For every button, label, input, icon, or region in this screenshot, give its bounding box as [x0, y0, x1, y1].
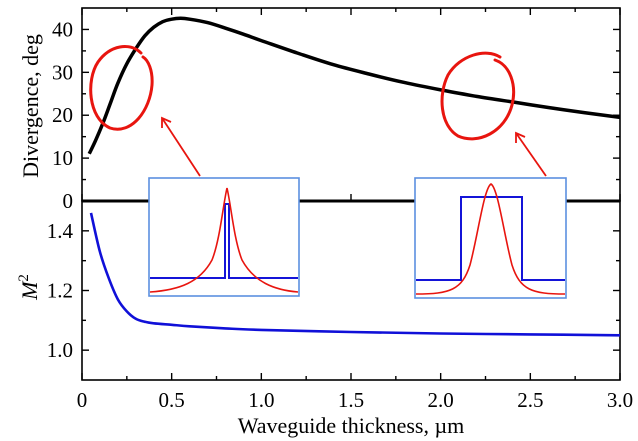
y-tick-label: 20: [52, 103, 73, 127]
inset-right-step-profile: [416, 196, 565, 281]
divergence-curve: [87, 16, 621, 155]
bottom-y-ticks: 1.0 1.2 1.4: [47, 219, 620, 362]
y-tick-label: 10: [52, 146, 73, 170]
inset-left: [148, 177, 300, 297]
m2-curve: [89, 212, 621, 337]
y-tick-label: 30: [52, 60, 73, 84]
x-axis-title: Waveguide thickness, µm: [238, 413, 465, 438]
arrow-left: [161, 116, 201, 177]
inset-left-step-profile: [150, 203, 298, 279]
y-tick-label: 1.4: [47, 219, 74, 243]
inset-right-mode-profile: [415, 183, 566, 295]
x-tick-label: 1.5: [338, 388, 364, 412]
top-y-ticks: 0 10 20 30 40: [52, 17, 620, 213]
x-tick-label: 2.0: [428, 388, 454, 412]
x-tick-label: 0: [77, 388, 88, 412]
inset-right: [414, 177, 567, 299]
arrow-right: [515, 131, 547, 177]
annotation-circle-left: [89, 45, 154, 131]
annotation-circle-right: [440, 51, 516, 141]
x-tick-label: 0.5: [159, 388, 185, 412]
y-tick-label: 0: [63, 189, 74, 213]
y-axis-title-divergence: Divergence, deg: [18, 34, 43, 178]
y-axis-title-m2: M2: [16, 274, 42, 301]
x-tick-label: 3.0: [607, 388, 633, 412]
x-tick-label: 1.0: [248, 388, 274, 412]
inset-left-mode-profile: [149, 187, 299, 293]
y-tick-label: 1.0: [47, 338, 73, 362]
y-tick-label: 40: [52, 17, 73, 41]
y-tick-label: 1.2: [47, 279, 73, 303]
x-tick-label: 2.5: [517, 388, 543, 412]
